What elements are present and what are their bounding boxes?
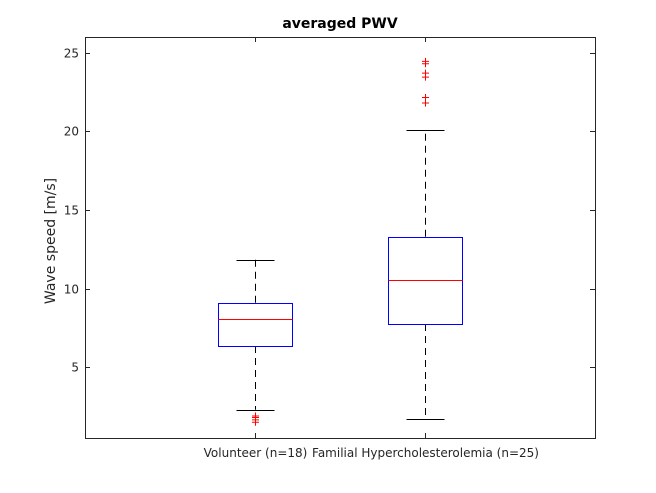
y-tick-label: 5 (71, 361, 79, 375)
y-tick-label: 15 (64, 204, 79, 218)
y-tick-label: 20 (64, 125, 79, 139)
plot-area: 5 10 15 20 25 Volunteer (n=18) Familial Hyperc… (64, 37, 596, 460)
outlier-marker (422, 94, 429, 102)
outlier-marker (422, 69, 429, 77)
axes-frame (85, 37, 596, 439)
chart-title: averaged PWV (282, 16, 398, 32)
x-tick-label: Volunteer (n=18) (204, 446, 308, 460)
iqr-box (218, 303, 293, 347)
x-tick-label: Familial Hypercholesterolemia (n=25) (312, 446, 539, 460)
y-axis-label: Wave speed [m/s] (43, 178, 59, 304)
y-tick-label: 25 (64, 47, 79, 61)
outlier-marker (422, 57, 429, 65)
y-tick-label: 10 (64, 283, 79, 297)
outlier-marker (252, 412, 259, 420)
